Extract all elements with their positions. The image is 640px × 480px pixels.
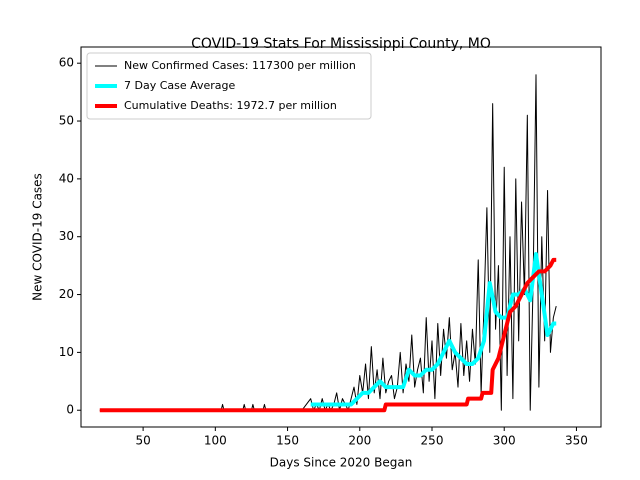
legend-label: Cumulative Deaths: 1972.7 per million — [124, 99, 337, 112]
y-tick-label: 60 — [59, 56, 74, 70]
series-line — [99, 257, 557, 413]
x-tick-label: 100 — [204, 434, 227, 448]
x-tick-label: 350 — [565, 434, 588, 448]
y-tick-label: 20 — [59, 287, 74, 301]
x-tick-label: 50 — [135, 434, 150, 448]
legend-label: 7 Day Case Average — [124, 79, 236, 92]
y-tick-label: 10 — [59, 345, 74, 359]
y-tick-label: 50 — [59, 114, 74, 128]
x-axis-label: Days Since 2020 Began — [270, 456, 413, 470]
y-tick-label: 40 — [59, 171, 74, 185]
plot-frame — [80, 46, 602, 428]
x-tick-label: 300 — [493, 434, 516, 448]
x-tick-label: 150 — [276, 434, 299, 448]
legend-box — [86, 52, 372, 120]
chart-title: COVID-19 Stats For Mississippi County, M… — [191, 36, 491, 52]
series-line — [310, 252, 557, 407]
y-tick-label: 0 — [66, 403, 74, 417]
y-tick-label: 30 — [59, 229, 74, 243]
y-axis-label: New COVID-19 Cases — [31, 173, 45, 301]
legend-label: New Confirmed Cases: 117300 per million — [124, 59, 356, 72]
x-tick-label: 250 — [421, 434, 444, 448]
x-tick-label: 200 — [348, 434, 371, 448]
